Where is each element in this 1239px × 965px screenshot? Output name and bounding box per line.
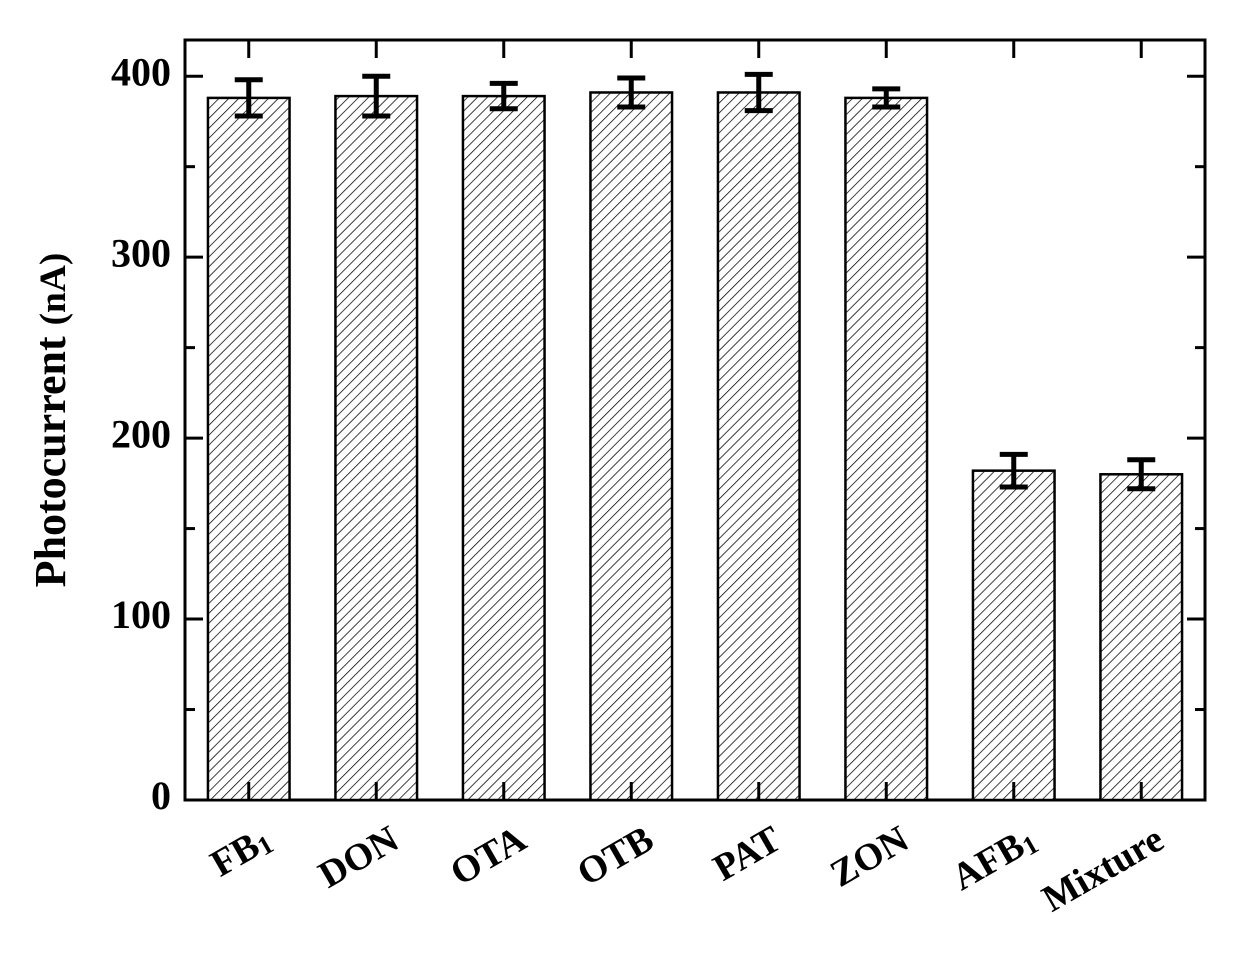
y-tick-label: 400 <box>111 49 171 94</box>
bar <box>208 98 290 800</box>
chart-container: 0100200300400Photocurrent (nA)FB1DONOTAO… <box>0 0 1239 965</box>
y-tick-label: 100 <box>111 592 171 637</box>
bar-chart: 0100200300400Photocurrent (nA)FB1DONOTAO… <box>0 0 1239 965</box>
bar <box>845 98 927 800</box>
y-tick-label: 200 <box>111 411 171 456</box>
bar <box>973 471 1055 800</box>
bar <box>335 96 417 800</box>
bar <box>463 96 545 800</box>
y-tick-label: 0 <box>151 773 171 818</box>
y-tick-label: 300 <box>111 230 171 275</box>
y-axis-label: Photocurrent (nA) <box>26 253 75 588</box>
bar <box>718 92 800 800</box>
bar <box>1100 474 1182 800</box>
bar <box>590 92 672 800</box>
